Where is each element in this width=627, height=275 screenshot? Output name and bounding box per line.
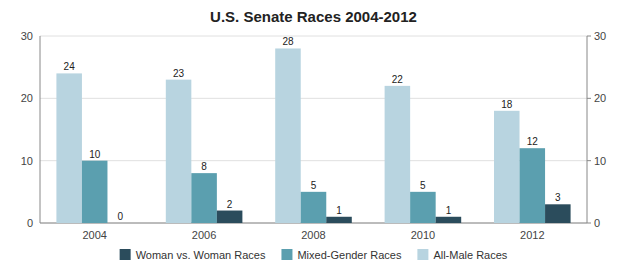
data-label: 10 [89,149,101,160]
bar [520,148,546,223]
bar [107,223,133,224]
legend: Woman vs. Woman Races Mixed-Gender Races A… [120,249,508,261]
legend-label: All-Male Races [433,249,507,261]
data-label: 23 [173,68,185,79]
legend-label: Mixed-Gender Races [297,249,401,261]
data-label: 8 [201,161,207,172]
y2-tick-label: 20 [594,92,606,104]
data-label: 24 [64,61,76,72]
bar [82,161,108,223]
data-label: 12 [527,136,539,147]
bars [56,48,570,223]
data-label: 5 [420,180,426,191]
x-tick-label: 2012 [520,229,544,241]
grid-line [40,36,587,37]
grid [40,36,587,223]
legend-swatch [120,249,131,260]
chart-title: U.S. Senate Races 2004-2012 [210,8,417,25]
legend-label: Woman vs. Woman Races [136,249,266,261]
legend-swatch [417,249,428,260]
x-tick-label: 2008 [301,229,325,241]
legend-item: Mixed-Gender Races [281,249,401,261]
bar [326,217,352,223]
data-labels: 24 23 28 22 18 10 8 5 5 12 0 2 1 1 3 [64,36,561,222]
y2-tick [587,160,591,161]
y2-tick [587,36,591,37]
x-tick-label: 2010 [411,229,435,241]
y2-tick [587,223,591,224]
legend-item: Woman vs. Woman Races [120,249,266,261]
y2-tick [587,98,591,99]
bar [494,111,520,223]
data-label: 28 [282,36,294,47]
y2-tick-label: 0 [594,217,600,229]
bar [166,80,192,223]
data-label: 22 [392,74,404,85]
data-label: 2 [227,199,233,210]
y-tick-label: 0 [27,217,33,229]
bar [436,217,462,223]
data-label: 18 [501,99,513,110]
y-axis-line [40,36,41,223]
data-label: 5 [311,180,317,191]
bar [191,173,217,223]
data-label: 1 [336,205,342,216]
bar [410,192,436,223]
chart-container: U.S. Senate Races 2004-20120102030010203… [0,0,627,275]
chart-svg: U.S. Senate Races 2004-20120102030010203… [0,0,627,275]
bar [56,73,82,223]
bar [275,48,301,223]
legend-item: All-Male Races [417,249,507,261]
axes: 0102030010203020042006200820102012 [21,30,607,241]
legend-swatch [281,249,292,260]
data-label: 3 [555,192,561,203]
bar [385,86,411,223]
data-label: 0 [117,211,123,222]
y2-axis-line [587,36,588,223]
bar [301,192,327,223]
bar [545,204,571,223]
bar [217,211,243,223]
y-tick-label: 10 [21,155,33,167]
y-tick-label: 30 [21,30,33,42]
x-tick-label: 2004 [82,229,106,241]
y2-tick-label: 30 [594,30,606,42]
y2-tick-label: 10 [594,155,606,167]
x-tick-label: 2006 [192,229,216,241]
y-tick-label: 20 [21,92,33,104]
data-label: 1 [446,205,452,216]
